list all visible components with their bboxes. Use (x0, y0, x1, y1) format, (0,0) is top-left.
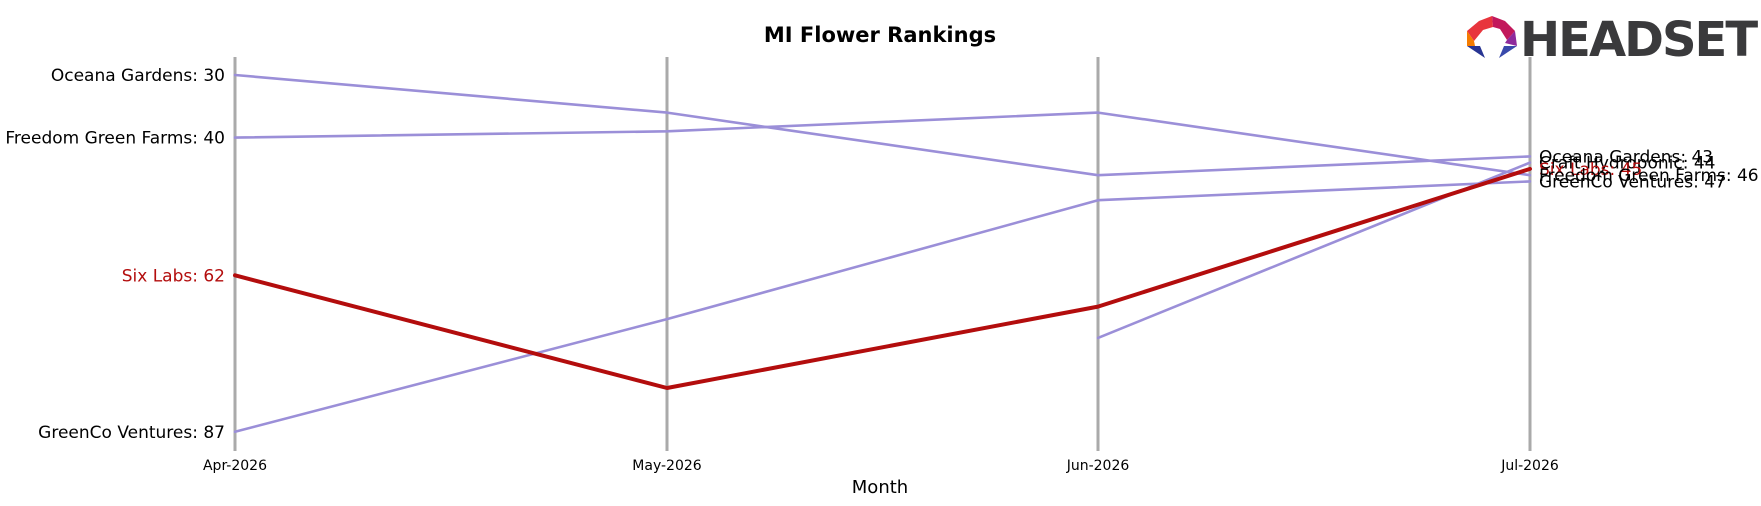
right-label: Freedom Green Farms: 46 (1539, 166, 1759, 186)
x-axis-label: Month (852, 477, 908, 498)
series-lines (233, 73, 1532, 434)
month-gridlines (233, 57, 1532, 451)
series-line-oceana-gardens (233, 73, 1532, 177)
series-line-six-labs (233, 166, 1532, 390)
headset-logo-text: HEADSET (1520, 12, 1758, 68)
left-label: Freedom Green Farms: 40 (5, 129, 225, 149)
right-label: Six Labs: 45 (1539, 160, 1642, 180)
series-line-freedom-green-farms (233, 111, 1532, 177)
left-label: Six Labs: 62 (122, 266, 225, 286)
left-label: Oceana Gardens: 30 (51, 66, 225, 86)
right-label: GreenCo Ventures: 47 (1539, 172, 1726, 192)
headset-logo-mark (1467, 16, 1517, 58)
left-label: GreenCo Ventures: 87 (38, 423, 225, 443)
right-label: Oceana Gardens: 43 (1539, 147, 1713, 167)
series-line-greenco-ventures (233, 180, 1532, 434)
left-labels: Oceana Gardens: 30 Freedom Green Farms: 4… (5, 66, 225, 443)
x-tick-label: Apr-2026 (203, 458, 267, 474)
chart-title: MI Flower Rankings (764, 23, 996, 47)
headset-logo: HEADSET (1467, 12, 1760, 68)
right-label: Craft Hydroponic: 44 (1539, 154, 1715, 174)
x-tick-label: Jul-2026 (1500, 458, 1559, 474)
x-tick-label: Jun-2026 (1066, 458, 1130, 474)
x-tick-label: May-2026 (632, 458, 701, 474)
x-axis-ticks: Apr-2026 May-2026 Jun-2026 Jul-2026 (203, 458, 1559, 474)
